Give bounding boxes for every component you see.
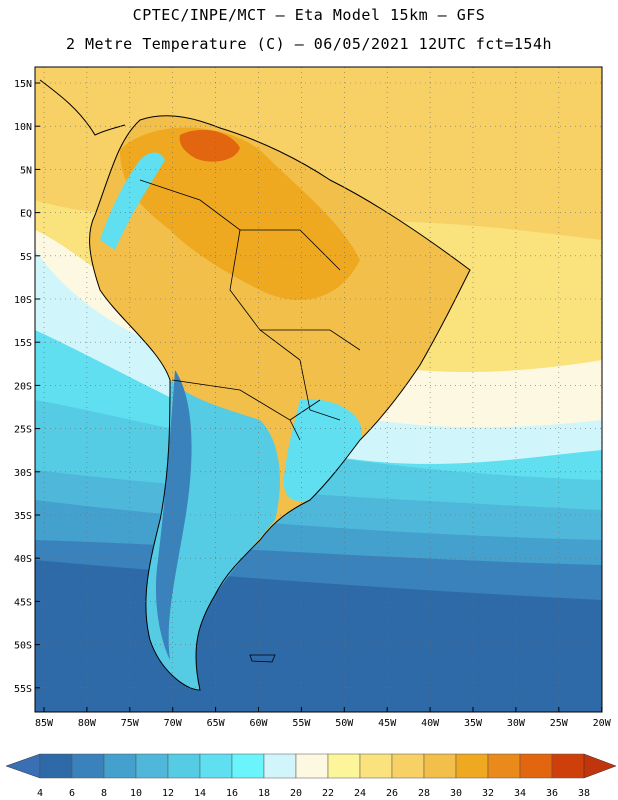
colorbar-label: 34	[514, 788, 526, 799]
lon-label: 40W	[421, 718, 440, 729]
colorbar-label: 14	[194, 788, 206, 799]
colorbar-segment	[199, 753, 233, 779]
colorbar-segment	[487, 753, 521, 779]
colorbar-segment	[519, 753, 553, 779]
lat-label: 45S	[14, 597, 32, 608]
lon-label: 75W	[121, 718, 140, 729]
lon-label: 35W	[464, 718, 483, 729]
lon-label: 30W	[507, 718, 526, 729]
colorbar-label: 12	[162, 788, 174, 799]
lat-label: 50S	[14, 641, 32, 652]
lon-label: 25W	[550, 718, 569, 729]
colorbar-segment	[71, 753, 105, 779]
colorbar-label: 8	[101, 788, 107, 799]
colorbar-label: 18	[258, 788, 270, 799]
lat-label: 20S	[14, 381, 32, 392]
colorbar-label: 22	[322, 788, 334, 799]
colorbar-segment	[231, 753, 265, 779]
colorbar-label: 4	[37, 788, 43, 799]
lat-label: 5S	[20, 252, 32, 263]
colorbar-segment	[455, 753, 489, 779]
lon-label: 80W	[78, 718, 97, 729]
colorbar-label: 28	[418, 788, 430, 799]
colorbar: 4 6 8 10 12 14 16 18 20 22 24 26 28 30 32 34 36 38	[5, 753, 617, 799]
lat-label: 5N	[20, 165, 32, 176]
lon-label: 65W	[207, 718, 226, 729]
lat-label: 35S	[14, 511, 32, 522]
colorbar-segment	[327, 753, 361, 779]
colorbar-segment	[167, 753, 201, 779]
lon-label: 70W	[164, 718, 183, 729]
lon-label: 50W	[335, 718, 354, 729]
colorbar-label: 26	[386, 788, 398, 799]
colorbar-segment	[423, 753, 457, 779]
lon-label: 55W	[292, 718, 311, 729]
lat-label: 55S	[14, 684, 32, 695]
colorbar-segment	[135, 753, 169, 779]
lon-label: 85W	[35, 718, 54, 729]
colorbar-label: 16	[226, 788, 238, 799]
colorbar-segment	[39, 753, 73, 779]
colorbar-segment	[359, 753, 393, 779]
colorbar-label: 32	[482, 788, 494, 799]
colorbar-low-arrow	[5, 753, 41, 779]
latitude-labels: 15N 10N 5N EQ 5S 10S 15S 20S 25S 30S 35S 40S 45S 50S 5…	[14, 79, 32, 695]
colorbar-label: 6	[69, 788, 75, 799]
colorbar-high-arrow	[583, 753, 617, 779]
lon-label: 60W	[249, 718, 268, 729]
longitude-labels: 85W 80W 75W 70W 65W 60W 55W 50W 45W 40W 35W 30W 25W 2…	[35, 718, 612, 729]
map-title-line1: CPTEC/INPE/MCT – Eta Model 15km – GFS	[132, 6, 486, 24]
lat-label: EQ	[20, 209, 32, 220]
colorbar-label: 20	[290, 788, 302, 799]
colorbar-label: 30	[450, 788, 462, 799]
colorbar-segment	[263, 753, 297, 779]
colorbar-label: 24	[354, 788, 366, 799]
colorbar-segment	[295, 753, 329, 779]
lat-label: 30S	[14, 468, 32, 479]
colorbar-segment	[391, 753, 425, 779]
colorbar-label: 36	[546, 788, 558, 799]
colorbar-segment	[551, 753, 585, 779]
colorbar-label: 38	[578, 788, 590, 799]
lat-label: 10S	[14, 295, 32, 306]
lat-label: 40S	[14, 554, 32, 565]
map-frame	[34, 66, 603, 713]
temperature-field	[35, 67, 602, 712]
lat-label: 25S	[14, 425, 32, 436]
map-title-line2: 2 Metre Temperature (C) – 06/05/2021 12U…	[65, 35, 553, 53]
colorbar-segment	[103, 753, 137, 779]
lat-label: 15S	[14, 338, 32, 349]
lat-label: 15N	[14, 79, 32, 90]
lat-lon-grid	[35, 67, 603, 712]
colorbar-label: 10	[130, 788, 142, 799]
lon-label: 20W	[593, 718, 612, 729]
lon-label: 45W	[378, 718, 397, 729]
lat-label: 10N	[14, 122, 32, 133]
